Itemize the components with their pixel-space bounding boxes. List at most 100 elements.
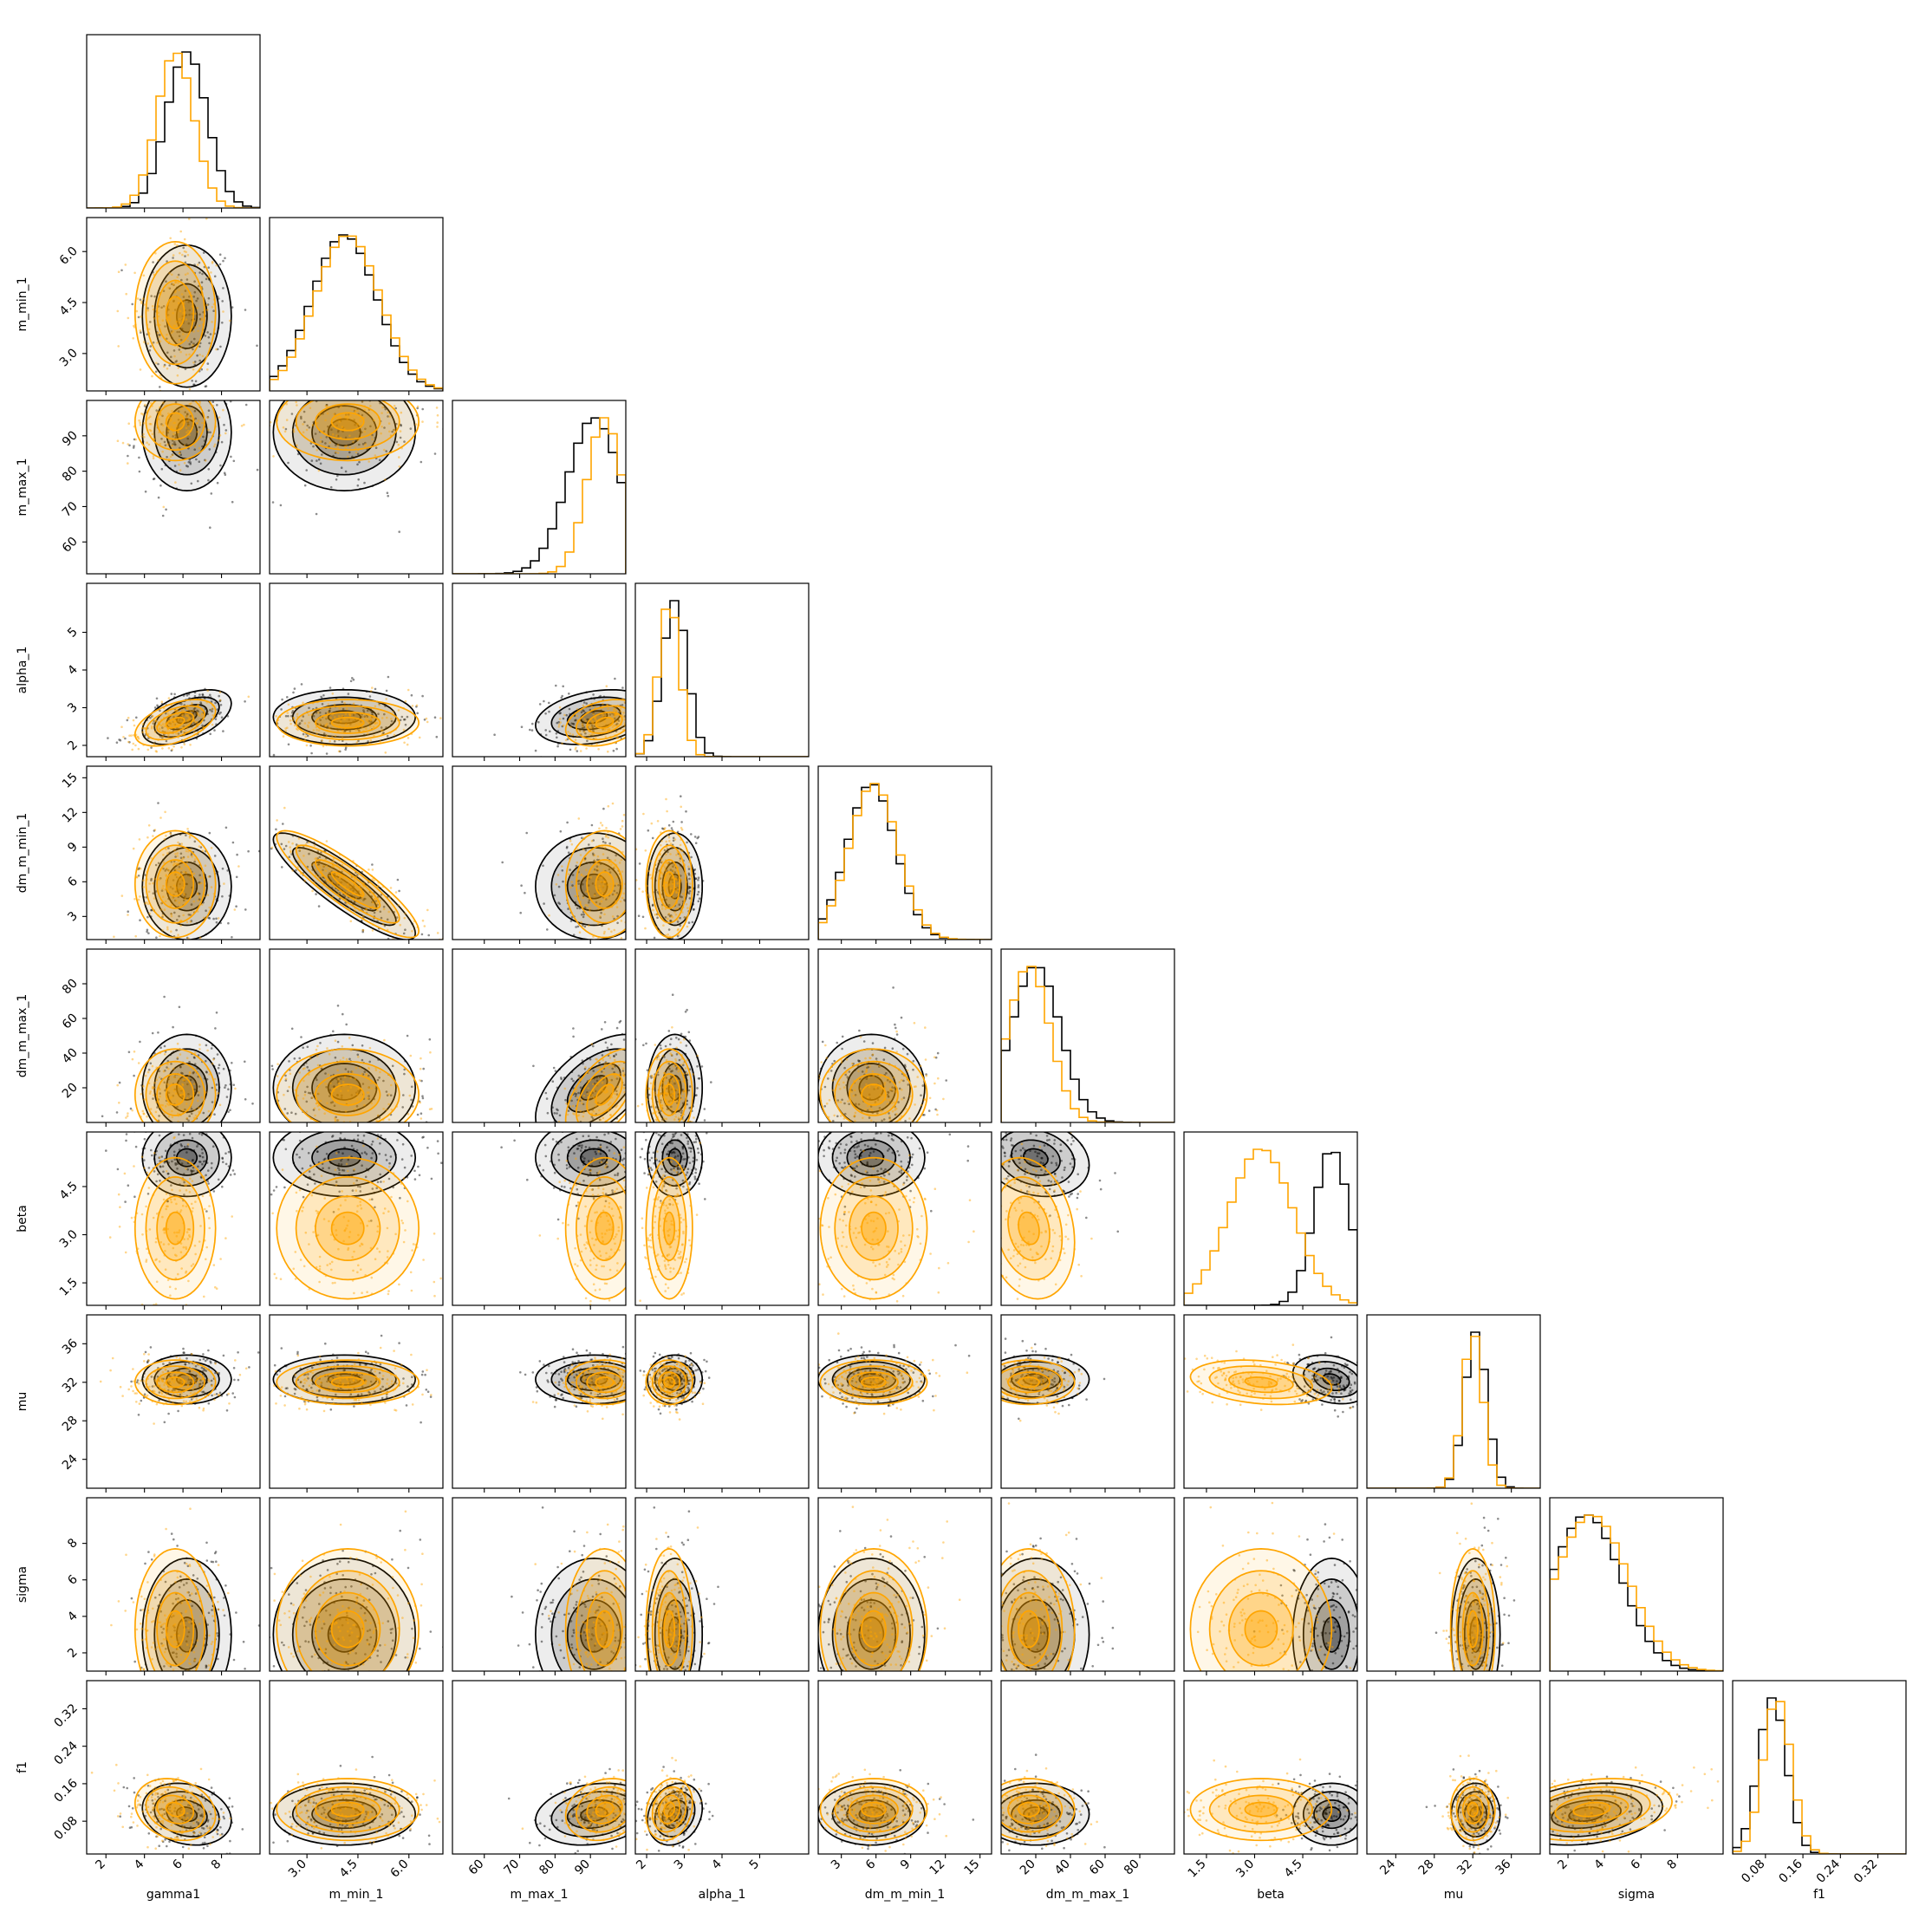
sample-point [196, 297, 199, 300]
sample-point [233, 908, 237, 911]
sample-point [613, 949, 615, 952]
sample-point [192, 383, 195, 387]
contour-level-1 [576, 705, 626, 741]
sample-point [173, 441, 176, 444]
sample-point [585, 964, 588, 966]
sample-point [602, 837, 604, 840]
sample-point [575, 719, 577, 721]
sample-point [224, 432, 227, 435]
sample-point [206, 689, 209, 693]
sample-point [170, 418, 172, 421]
sample-point [618, 1021, 621, 1024]
sample-point [159, 709, 161, 712]
sample-point [313, 844, 316, 847]
sample-point [579, 750, 582, 752]
sample-point [349, 394, 352, 396]
sample-point [172, 421, 175, 425]
sample-point [381, 425, 383, 428]
sample-point [179, 852, 183, 855]
sample-point [347, 455, 349, 459]
sample-point [588, 877, 591, 881]
sample-point [339, 416, 342, 420]
sample-point [287, 703, 290, 706]
sample-point [347, 385, 349, 387]
sample-point [162, 861, 166, 864]
sample-point [558, 706, 562, 709]
sample-point [617, 884, 620, 887]
sample-point [327, 703, 330, 706]
sample-point [132, 719, 135, 722]
sample-point [133, 733, 135, 737]
sample-point [335, 451, 337, 454]
sample-point [227, 1110, 230, 1114]
sample-point [582, 731, 586, 733]
sample-point [287, 743, 290, 746]
contour-level-3 [330, 1083, 365, 1106]
sample-point [602, 713, 605, 717]
sample-point [349, 886, 352, 888]
sample-point [411, 930, 413, 933]
sample-point [199, 846, 203, 849]
sample-point [173, 720, 177, 723]
sample-point [173, 324, 176, 328]
sample-point [224, 473, 227, 476]
sample-point [387, 411, 389, 414]
sample-point [231, 500, 234, 504]
sample-point [170, 930, 172, 933]
sample-point [575, 746, 577, 749]
sample-point [349, 680, 353, 683]
sample-point [207, 409, 211, 413]
sample-point [576, 750, 579, 752]
sample-point [169, 420, 172, 422]
sample-point [152, 457, 155, 460]
sample-point [172, 254, 175, 257]
sample-point [150, 295, 153, 297]
sample-point [588, 899, 591, 901]
sample-point [348, 892, 351, 895]
sample-point [631, 1067, 634, 1070]
sample-point [630, 855, 633, 858]
sample-point [194, 417, 197, 420]
sample-point [240, 425, 244, 427]
sample-point [184, 411, 186, 413]
sample-point [611, 893, 615, 896]
sample-point [582, 915, 585, 919]
sample-point [617, 719, 621, 722]
sample-point [144, 490, 147, 493]
sample-point [200, 713, 204, 716]
sample-point [175, 875, 179, 879]
sample-point [284, 714, 288, 718]
sample-point [200, 881, 203, 885]
contour-level-3 [595, 716, 615, 729]
sample-point [678, 705, 680, 707]
sample-point [613, 707, 616, 711]
sample-point [649, 824, 652, 827]
sample-point [290, 413, 294, 415]
sample-point [326, 1047, 329, 1050]
sample-point [271, 501, 275, 504]
sample-point [666, 1127, 668, 1129]
sample-point [553, 894, 556, 897]
sample-point [590, 719, 593, 722]
sample-point [585, 702, 588, 705]
sample-point [185, 278, 189, 281]
sample-point [255, 1053, 257, 1056]
sample-point [175, 862, 179, 865]
sample-point [178, 1005, 181, 1009]
sample-point [310, 751, 313, 755]
sample-point [336, 393, 339, 395]
sample-point [185, 882, 188, 886]
sample-point [303, 484, 307, 487]
sample-point [316, 421, 319, 425]
sample-point [218, 253, 222, 257]
sample-point [179, 317, 181, 321]
sample-point [643, 940, 646, 943]
sample-point [177, 302, 180, 305]
sample-point [174, 289, 177, 292]
sample-point [361, 394, 364, 396]
panel-dm-m-max-1-vs-dm-m-max-1 [1000, 948, 1175, 1127]
sample-point [322, 865, 325, 868]
sample-point [165, 508, 167, 511]
sample-point [629, 1081, 632, 1083]
sample-point [192, 707, 196, 711]
